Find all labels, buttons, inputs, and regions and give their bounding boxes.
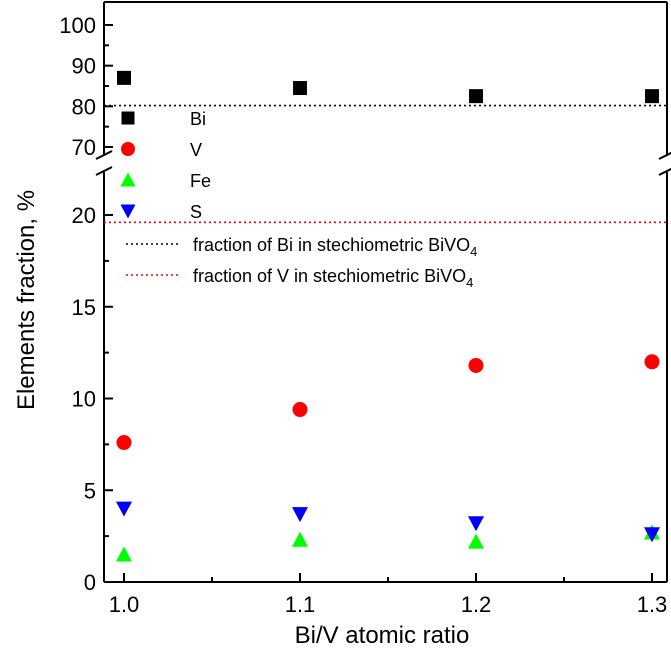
data-point-bi (645, 89, 659, 104)
x-tick-label: 1.1 (285, 592, 316, 617)
y-tick-label: 100 (59, 13, 96, 38)
ticks: 1.0 1.1 1.2 1.3 70 80 90 100 0 5 10 15 20 (59, 13, 667, 617)
legend-marker-fe (120, 172, 136, 187)
y-tick-label: 5 (84, 478, 96, 503)
data-point-bi (293, 81, 307, 96)
reference-lines (104, 104, 667, 224)
data-point-fe (116, 546, 132, 562)
legend-subscript: 4 (470, 244, 477, 259)
legend-label-v: V (190, 140, 202, 160)
data-points (116, 70, 660, 562)
y-tick-label: 20 (72, 203, 96, 228)
legend-label-s: S (190, 202, 202, 222)
legend-label-fe: Fe (190, 171, 211, 191)
legend-marker-s (120, 204, 136, 219)
data-point-v (116, 435, 132, 451)
y-tick-label: 90 (72, 54, 96, 79)
data-point-fe (292, 531, 308, 547)
x-tick-label: 1.0 (109, 592, 140, 617)
x-tick-label: 1.3 (637, 592, 668, 617)
legend-label-ref-1: fraction of V in stechiometric BiVO4 (193, 266, 473, 290)
x-tick-label: 1.2 (461, 592, 492, 617)
y-tick-label: 0 (84, 570, 96, 595)
axis-break-mark-right (658, 167, 671, 176)
legend-label-bi: Bi (190, 109, 206, 129)
data-point-s (644, 527, 660, 543)
data-point-v (468, 357, 484, 373)
data-point-s (468, 516, 484, 532)
legend-label-ref-0: fraction of Bi in stechiometric BiVO4 (193, 235, 477, 259)
legend-marker-v (121, 142, 135, 156)
data-point-v (644, 354, 660, 370)
y-axis-title: Elements fraction, % (13, 190, 40, 410)
y-tick-label: 70 (72, 135, 96, 160)
y-tick-label: 10 (72, 387, 96, 412)
x-axis-title: Bi/V atomic ratio (295, 622, 470, 649)
axes (95, 1, 671, 583)
data-point-bi (117, 70, 131, 85)
data-point-s (292, 507, 308, 523)
axis-break-mark-right (658, 151, 671, 160)
axis-break-mark-left (95, 150, 113, 160)
axis-break-mark-left (95, 166, 113, 176)
y-tick-label: 80 (72, 94, 96, 119)
y-tick-label: 15 (72, 295, 96, 320)
legend-subscript: 4 (466, 275, 473, 290)
data-point-bi (469, 89, 483, 104)
data-point-s (116, 501, 132, 517)
legend-marker-bi (121, 111, 135, 125)
data-point-v (292, 402, 308, 418)
data-point-fe (468, 533, 484, 549)
